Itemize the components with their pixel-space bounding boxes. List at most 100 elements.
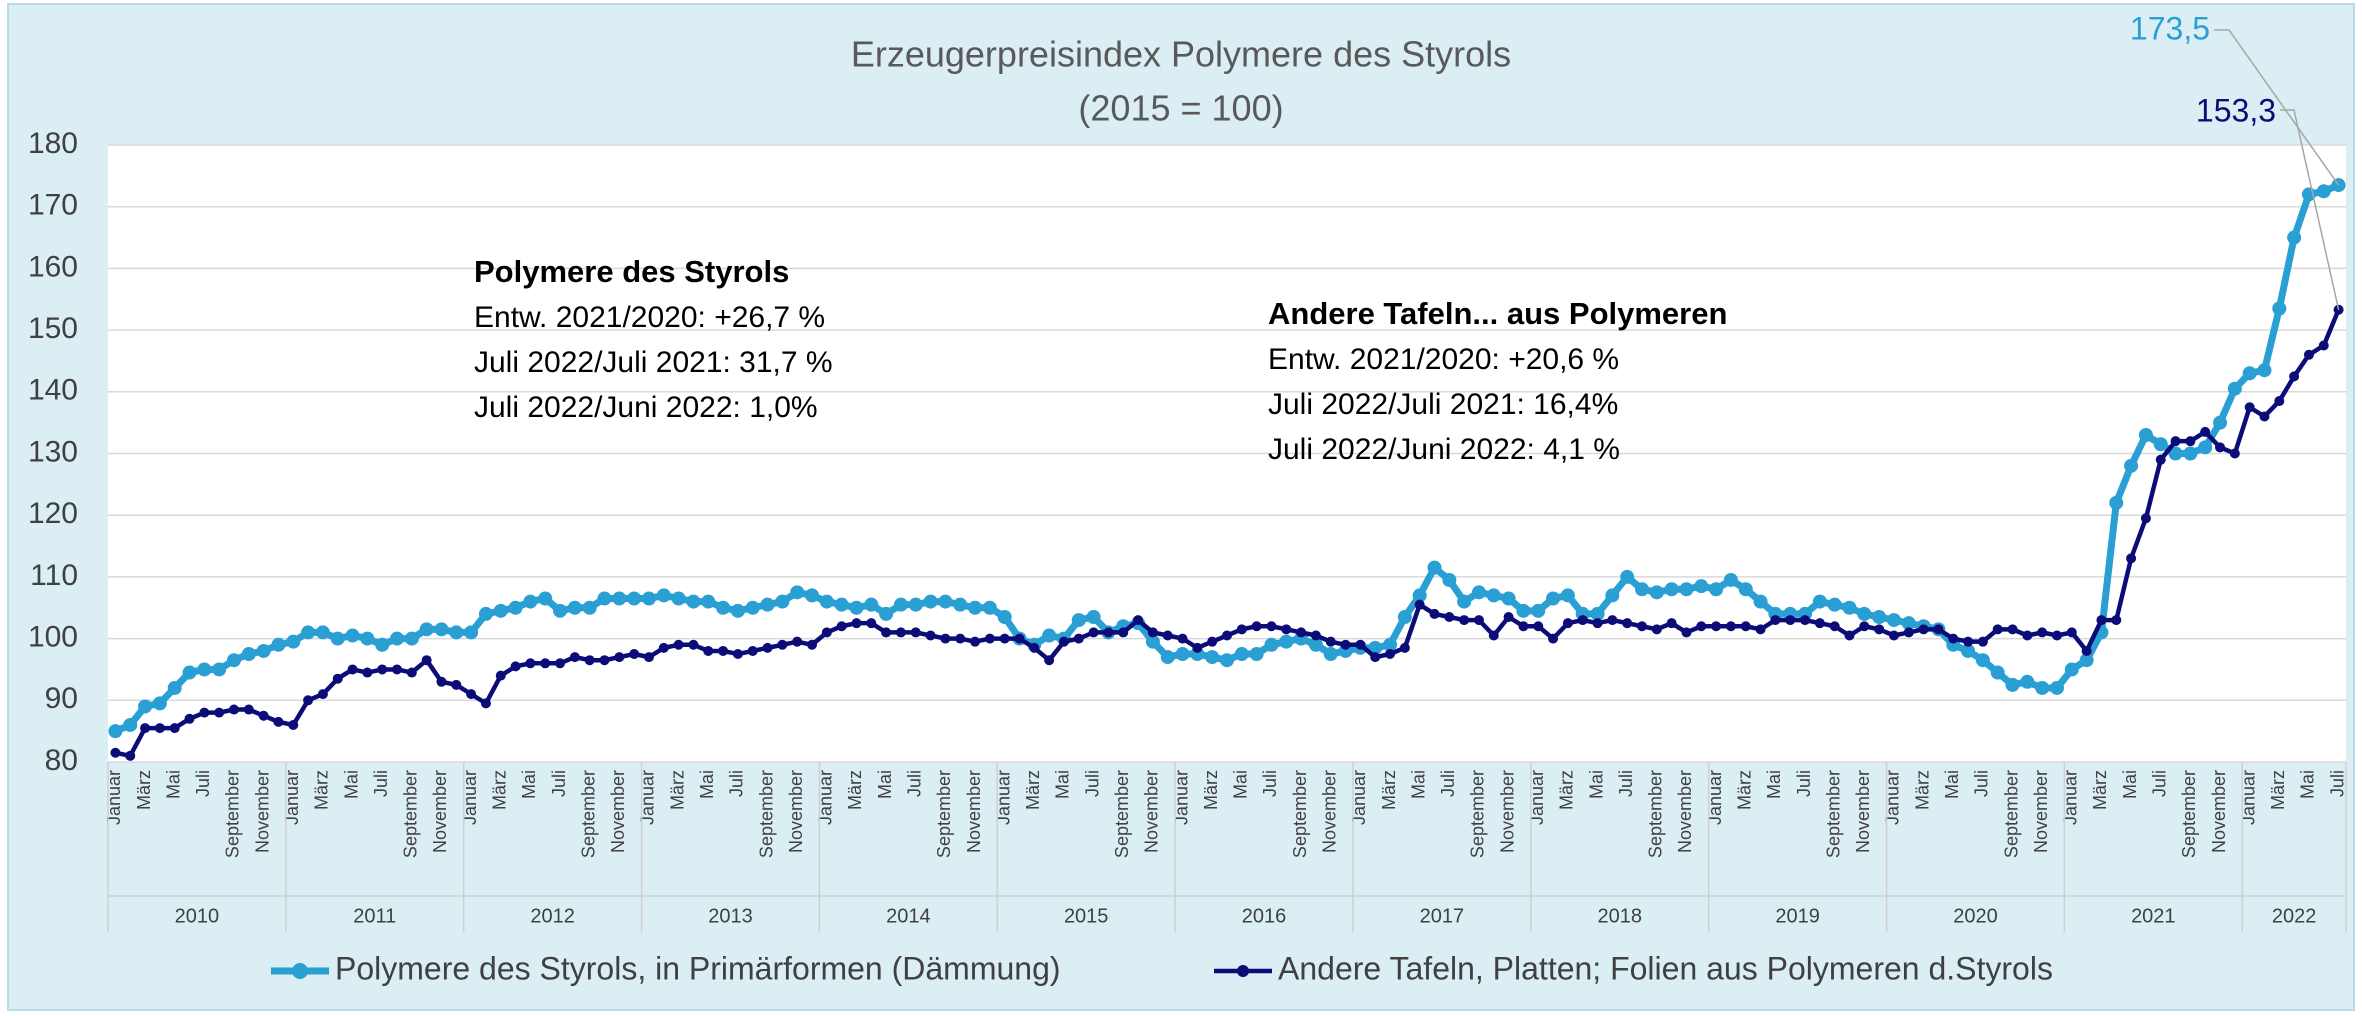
legend-marker — [292, 963, 308, 979]
data-point — [2274, 396, 2285, 407]
data-point — [169, 723, 180, 734]
x-tick-label: Januar — [1883, 770, 1903, 825]
data-point — [584, 655, 595, 666]
data-point — [2227, 381, 2242, 396]
data-point — [732, 649, 743, 660]
data-point — [347, 664, 358, 675]
leader-line — [2214, 29, 2340, 186]
x-tick-label: Juli — [2149, 770, 2169, 797]
data-point — [569, 652, 580, 663]
data-label: 153,3 — [2196, 92, 2276, 128]
data-point — [881, 627, 892, 638]
data-point — [1888, 630, 1899, 641]
data-point — [2005, 677, 2020, 692]
data-point — [1886, 613, 1901, 628]
data-point — [140, 723, 151, 734]
data-point — [1234, 647, 1249, 662]
data-label: 173,5 — [2130, 10, 2210, 46]
year-label: 2016 — [1242, 905, 1287, 927]
data-point — [2066, 627, 2077, 638]
data-point — [1785, 615, 1796, 626]
data-point — [303, 695, 314, 706]
data-point — [1681, 627, 1692, 638]
data-point — [1014, 633, 1025, 644]
data-point — [525, 658, 536, 669]
x-tick-label: Juli — [1082, 770, 1102, 797]
x-tick-label: März — [667, 770, 687, 810]
x-tick-label: Mai — [163, 770, 183, 799]
data-point — [1427, 560, 1442, 575]
data-point — [819, 594, 834, 609]
data-point — [1753, 594, 1768, 609]
data-point — [451, 679, 462, 690]
x-tick-label: Mai — [1231, 770, 1251, 799]
data-point — [2109, 495, 2124, 510]
y-tick-label: 150 — [28, 312, 78, 345]
data-point — [1251, 621, 1262, 632]
data-point — [1249, 647, 1264, 662]
data-point — [1323, 647, 1338, 662]
data-point — [271, 637, 286, 652]
data-point — [2155, 454, 2166, 465]
data-point — [523, 594, 538, 609]
x-tick-label: März — [845, 770, 865, 810]
x-tick-label: Mai — [519, 770, 539, 799]
x-tick-label: September — [756, 770, 776, 858]
data-point — [582, 600, 597, 615]
data-point — [984, 633, 995, 644]
data-point — [2289, 371, 2300, 382]
data-point — [1770, 615, 1781, 626]
x-tick-label: März — [1912, 770, 1932, 810]
data-point — [256, 643, 271, 658]
x-tick-label: Mai — [1053, 770, 1073, 799]
data-point — [1042, 628, 1057, 643]
data-point — [1531, 603, 1546, 618]
data-point — [1664, 582, 1679, 597]
x-tick-label: Januar — [1171, 770, 1191, 825]
data-point — [404, 631, 419, 646]
data-point — [1634, 582, 1649, 597]
data-point — [1058, 636, 1069, 647]
data-point — [510, 661, 521, 672]
y-tick-label: 80 — [45, 744, 78, 777]
data-point — [1577, 615, 1588, 626]
data-point — [970, 636, 981, 647]
data-point — [1546, 591, 1561, 606]
data-point — [923, 594, 938, 609]
x-tick-label: September — [1468, 770, 1488, 858]
x-tick-label: November — [1853, 770, 1873, 853]
data-point — [464, 625, 479, 640]
data-point — [1516, 603, 1531, 618]
data-point — [1310, 630, 1321, 641]
data-point — [1175, 647, 1190, 662]
data-point — [851, 618, 862, 629]
data-point — [718, 645, 729, 656]
data-point — [406, 667, 417, 678]
data-point — [1562, 618, 1573, 629]
data-point — [1696, 621, 1707, 632]
data-point — [1844, 630, 1855, 641]
data-point — [2244, 402, 2255, 413]
x-tick-label: September — [1112, 770, 1132, 858]
year-label: 2011 — [353, 905, 396, 927]
data-point — [1071, 613, 1086, 628]
data-point — [1622, 618, 1633, 629]
y-tick-label: 90 — [45, 682, 78, 715]
data-point — [895, 627, 906, 638]
data-point — [243, 704, 254, 715]
data-point — [258, 710, 269, 721]
x-tick-label: Mai — [697, 770, 717, 799]
data-point — [2213, 415, 2228, 430]
data-point — [775, 594, 790, 609]
data-point — [1651, 624, 1662, 635]
annotation-line: Juli 2022/Juni 2022: 4,1 % — [1268, 433, 1620, 466]
chart-title: Erzeugerpreisindex Polymere des Styrols — [851, 34, 1511, 75]
data-point — [1666, 618, 1677, 629]
data-point — [688, 639, 699, 650]
x-tick-label: September — [578, 770, 598, 858]
data-point — [1044, 655, 1055, 666]
data-point — [836, 621, 847, 632]
data-point — [805, 588, 820, 603]
data-point — [1355, 639, 1366, 650]
data-point — [375, 637, 390, 652]
